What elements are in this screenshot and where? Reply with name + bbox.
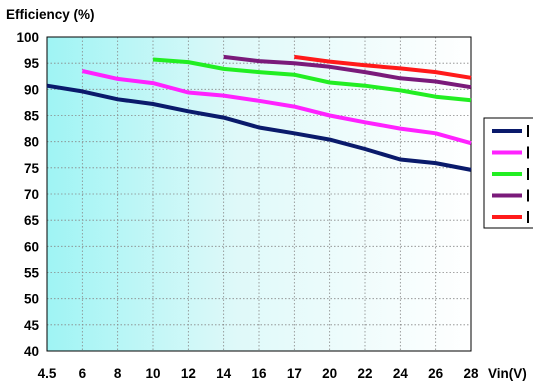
series-line-2 xyxy=(81,69,472,146)
series-line-5 xyxy=(294,54,472,80)
y-tick-label: 40 xyxy=(24,344,39,359)
y-tick-label: 95 xyxy=(24,56,40,71)
y-tick-label: 60 xyxy=(24,239,39,254)
y-tick-label: 100 xyxy=(16,30,39,45)
x-tick-label: 4.5 xyxy=(38,366,57,381)
x-tick-label: 12 xyxy=(181,366,196,381)
y-tick-label: 80 xyxy=(24,135,39,150)
x-tick-label: 20 xyxy=(322,366,337,381)
plot-border xyxy=(46,36,472,352)
x-tick-label: 17 xyxy=(287,366,302,381)
x-tick-label: 14 xyxy=(216,366,232,381)
y-axis-title: Efficiency (%) xyxy=(6,7,95,22)
gridlines xyxy=(47,37,471,351)
y-tick-label: 85 xyxy=(24,109,40,124)
x-tick-label: 28 xyxy=(463,366,479,381)
y-tick-label: 55 xyxy=(24,266,40,281)
series-line-4 xyxy=(223,54,472,90)
series-line-1 xyxy=(46,83,472,172)
y-tick-label: 90 xyxy=(24,82,39,97)
y-tick-label: 50 xyxy=(24,292,39,307)
x-tick-label: 10 xyxy=(145,366,160,381)
x-tick-label: 6 xyxy=(79,366,87,381)
y-tick-label: 65 xyxy=(24,213,40,228)
x-tick-label: 26 xyxy=(428,366,444,381)
series-lines xyxy=(46,54,472,172)
x-tick-label: 16 xyxy=(251,366,267,381)
legend xyxy=(483,117,533,229)
series-line-3 xyxy=(152,57,472,103)
x-tick-labels: 4.5 6 8 10 12 14 16 17 20 22 24 26 28 xyxy=(38,366,479,381)
y-tick-label: 70 xyxy=(24,187,39,202)
y-tick-label: 75 xyxy=(24,161,40,176)
x-tick-label: 24 xyxy=(393,366,409,381)
y-tick-labels: 40 45 50 55 60 65 70 75 80 85 90 95 100 xyxy=(16,30,39,359)
y-tick-label: 45 xyxy=(24,318,40,333)
x-tick-label: 8 xyxy=(114,366,122,381)
x-axis-title: Vin(V) xyxy=(488,366,527,381)
x-tick-label: 22 xyxy=(357,366,372,381)
